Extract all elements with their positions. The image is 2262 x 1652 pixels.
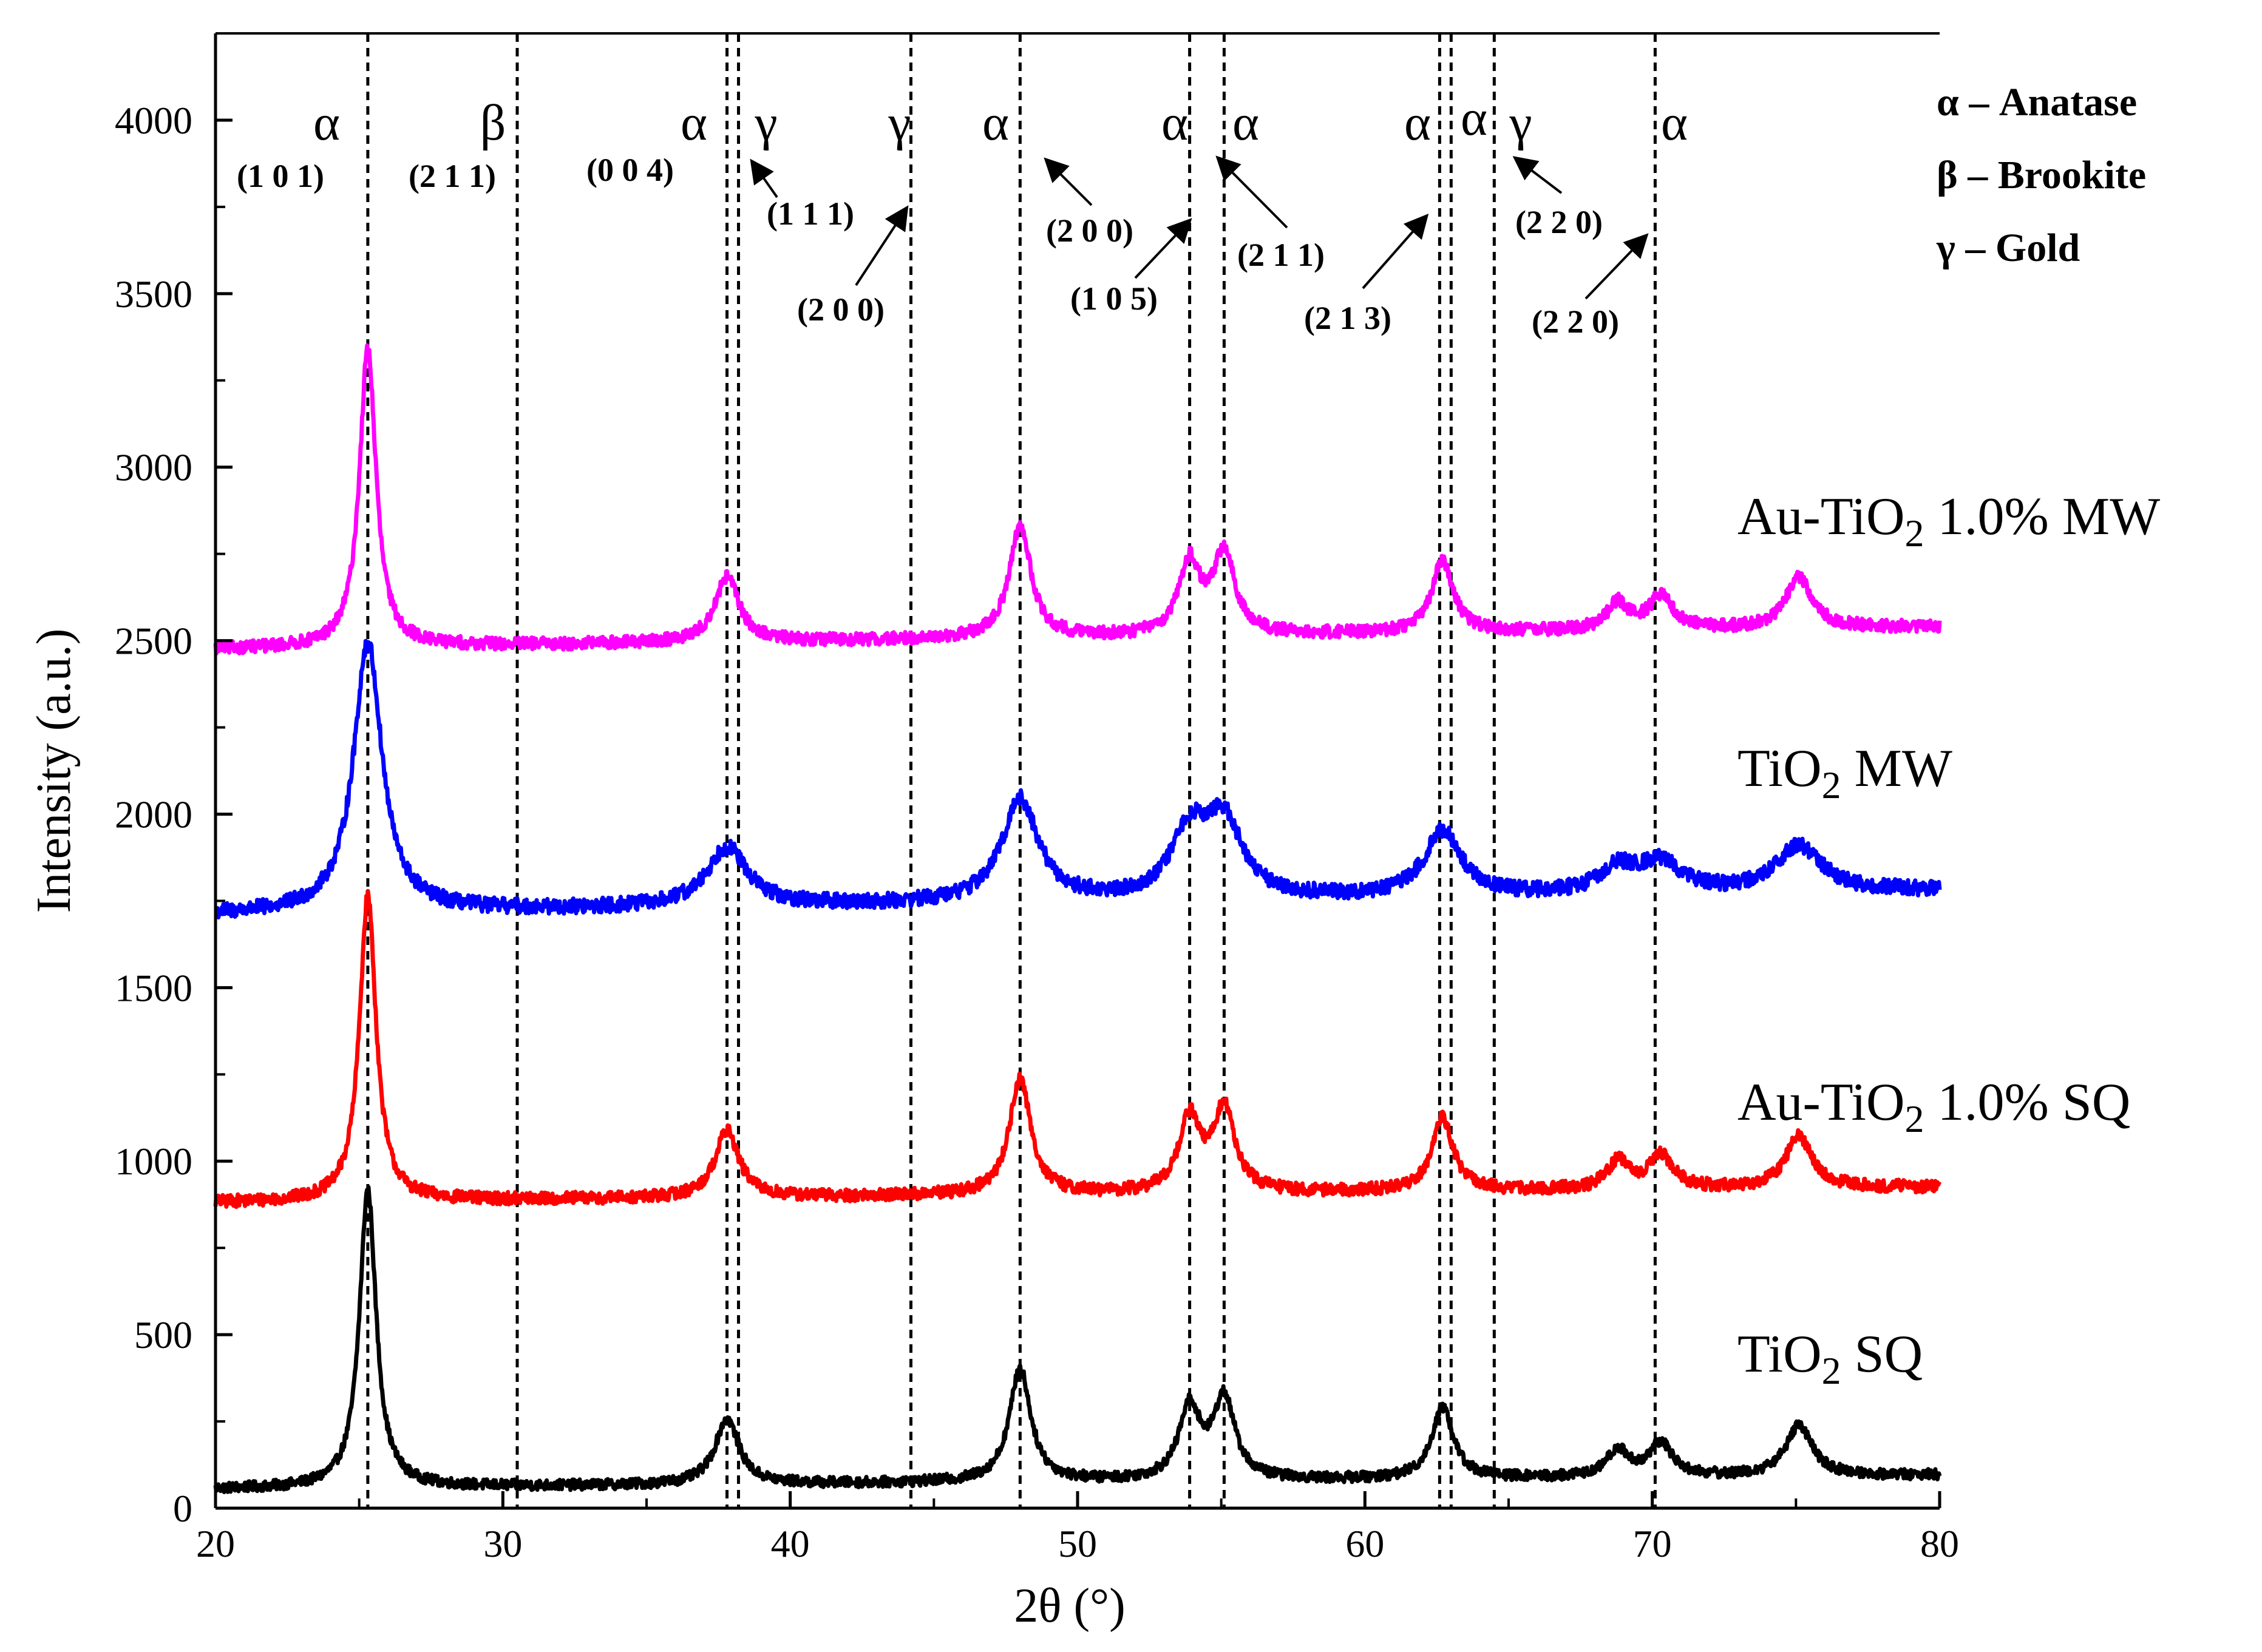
series-label-au-tio2-sq: Au-TiO2 1.0% SQ <box>1737 1073 2130 1140</box>
arrow <box>855 205 909 286</box>
y-tick-label: 2500 <box>115 620 192 663</box>
legend-entry-anatase: α – Anatase <box>1937 80 2137 124</box>
phase-symbols: α β α γ γ α α α α α γ α <box>313 90 1688 151</box>
hkl-label: (2 0 0) <box>797 291 885 328</box>
y-tick-label: 1000 <box>115 1140 192 1183</box>
series-line-tio2-mw <box>214 638 1942 919</box>
arrow <box>1044 157 1093 206</box>
phase-symbol: α <box>1232 95 1259 151</box>
series-layer <box>213 344 1942 1494</box>
phase-symbol: α <box>1161 95 1188 151</box>
hkl-label: (2 2 0) <box>1532 303 1619 340</box>
series-line-au-tio2-1-0-mw <box>213 344 1942 656</box>
x-tick-label: 80 <box>1920 1522 1959 1565</box>
hkl-label: (1 0 5) <box>1070 280 1158 317</box>
phase-symbol: α <box>1661 95 1688 151</box>
series-labels: Au-TiO2 1.0% MW TiO2 MW Au-TiO2 1.0% SQ … <box>1737 487 2160 1392</box>
arrow <box>1584 233 1649 300</box>
series-label-tio2-mw: TiO2 MW <box>1737 739 1952 807</box>
phase-symbol: α <box>982 95 1009 151</box>
arrow <box>1362 213 1429 289</box>
hkl-label: (2 1 3) <box>1304 300 1391 336</box>
phase-symbol: α <box>313 95 340 151</box>
phase-symbol: α <box>1461 90 1487 146</box>
x-axis-title: 2θ (°) <box>1014 1579 1126 1633</box>
hkl-labels: (1 0 1) (2 1 1) (0 0 4) (1 1 1) (2 0 0) … <box>237 152 1619 340</box>
arrow <box>1512 156 1563 194</box>
ticks: 20 30 40 50 60 70 80 0 500 1000 1500 2000 2500 3000 35… <box>115 99 1959 1565</box>
y-tick-label: 3000 <box>115 446 192 489</box>
hkl-label: (1 1 1) <box>767 195 854 232</box>
phase-symbol: α <box>681 95 707 151</box>
phase-symbol: γ <box>754 95 777 151</box>
y-tick-label: 3500 <box>115 273 192 316</box>
phase-symbol: β <box>480 95 506 151</box>
arrow <box>750 158 778 198</box>
x-tick-label: 20 <box>196 1522 235 1565</box>
phase-legend: α – Anatase β – Brookite γ – Gold <box>1936 80 2146 270</box>
y-tick-label: 0 <box>173 1487 192 1530</box>
y-tick-label: 500 <box>134 1313 192 1356</box>
y-tick-label: 1500 <box>115 966 192 1009</box>
x-tick-label: 60 <box>1345 1522 1384 1565</box>
y-axis-title: Intensity (a.u.) <box>27 629 81 913</box>
y-tick-label: 4000 <box>115 99 192 142</box>
hkl-label: (2 1 1) <box>1237 237 1325 273</box>
arrow <box>1134 218 1192 279</box>
arrow <box>1215 155 1288 229</box>
x-tick-label: 70 <box>1633 1522 1672 1565</box>
legend-entry-gold: γ – Gold <box>1936 226 2080 270</box>
reference-lines <box>366 33 1657 1508</box>
annotation-arrows <box>750 155 1649 300</box>
phase-symbol: α <box>1404 95 1431 151</box>
series-line-tio2-sq <box>213 1185 1942 1494</box>
series-label-tio2-sq: TiO2 SQ <box>1737 1325 1923 1392</box>
axes-frame <box>214 32 1940 1510</box>
x-tick-label: 30 <box>483 1522 522 1565</box>
hkl-label: (0 0 4) <box>586 152 674 188</box>
hkl-label: (2 1 1) <box>409 158 496 194</box>
phase-symbol: γ <box>1509 95 1532 151</box>
x-tick-label: 40 <box>771 1522 810 1565</box>
hkl-label: (1 0 1) <box>237 158 324 194</box>
phase-symbol: γ <box>888 95 911 151</box>
series-line-au-tio2-1-0-sq <box>213 889 1942 1209</box>
hkl-label: (2 2 0) <box>1515 204 1603 240</box>
x-tick-label: 50 <box>1058 1522 1097 1565</box>
y-tick-label: 2000 <box>115 793 192 836</box>
series-label-au-tio2-mw: Au-TiO2 1.0% MW <box>1737 487 2160 555</box>
hkl-label: (2 0 0) <box>1046 212 1133 249</box>
legend-entry-brookite: β – Brookite <box>1937 153 2146 197</box>
